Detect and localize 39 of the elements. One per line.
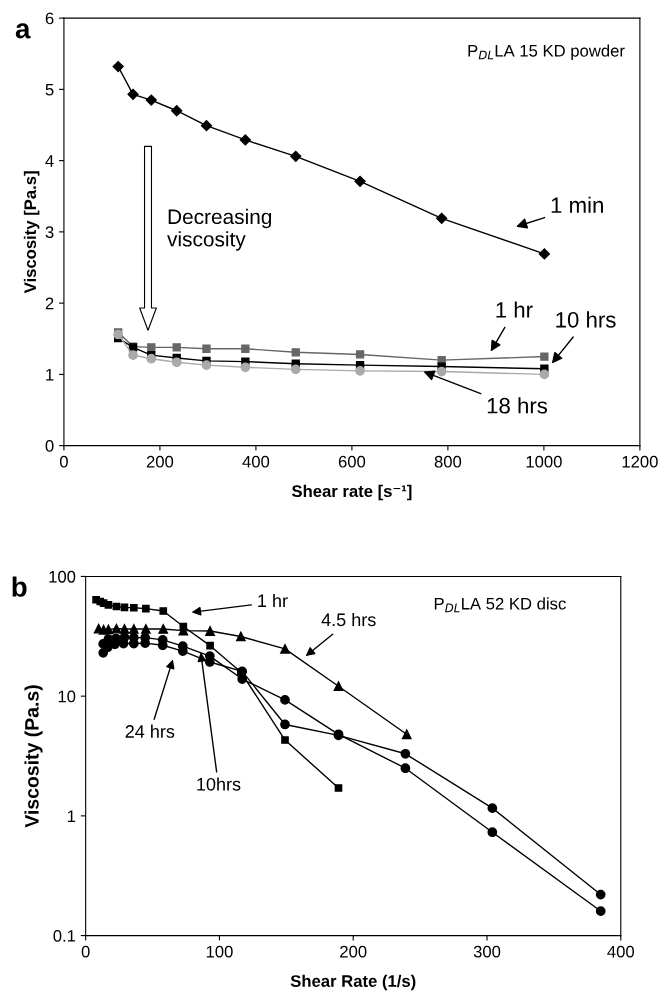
x-axis-title: Shear Rate (1/s) — [290, 974, 416, 991]
y-tick-label: 0.1 — [53, 929, 76, 942]
annotation: 1 min — [551, 196, 603, 213]
chart-title: a — [15, 23, 31, 39]
annotation: 24 hrs — [125, 724, 175, 738]
x-axis-title: Shear rate [s⁻¹] — [291, 484, 412, 501]
y-tick-label: 100 — [49, 570, 76, 583]
annotation: Decreasing viscosity — [167, 208, 272, 251]
y-tick-label: 6 — [45, 12, 54, 25]
y-tick-label: 1 — [67, 810, 76, 822]
x-tick-label: 100 — [206, 945, 233, 958]
x-tick-label: 0 — [81, 945, 90, 958]
y-tick-label: 4 — [45, 155, 54, 167]
x-tick-label: 1000 — [526, 455, 562, 468]
annotation: 10 hrs — [556, 311, 616, 328]
x-tick-label: 400 — [242, 455, 270, 468]
annotation: 10hrs — [197, 777, 241, 791]
y-tick-label: 0 — [45, 440, 54, 452]
x-tick-label: 300 — [473, 945, 501, 958]
y-tick-label: 2 — [45, 297, 54, 310]
x-tick-label: 200 — [146, 455, 174, 468]
annotation: 1 hr — [258, 593, 288, 607]
x-tick-label: 800 — [434, 455, 462, 468]
text: P$_{DL}$LA 15 KD powder — [468, 44, 625, 61]
chart-title: b — [12, 576, 27, 597]
annotation: 4.5 hrs — [321, 612, 376, 627]
x-tick-label: 200 — [340, 945, 367, 958]
y-tick-label: 10 — [58, 690, 76, 703]
y-axis-title: Viscosity (Pa.s) — [24, 685, 43, 828]
y-tick-label: 5 — [45, 83, 54, 96]
annotation: 1 hr — [496, 301, 533, 318]
y-tick-label: 3 — [45, 226, 54, 239]
y-axis-title: Viscosity [Pa.s] — [23, 171, 40, 294]
x-tick-label: 600 — [338, 455, 366, 468]
annotation: 18 hrs — [487, 397, 548, 414]
x-tick-label: 400 — [607, 945, 635, 958]
text: P$_{DL}$LA 52 KD disc — [434, 597, 566, 613]
y-tick-label: 1 — [46, 368, 54, 381]
x-tick-label: 1200 — [622, 455, 658, 468]
